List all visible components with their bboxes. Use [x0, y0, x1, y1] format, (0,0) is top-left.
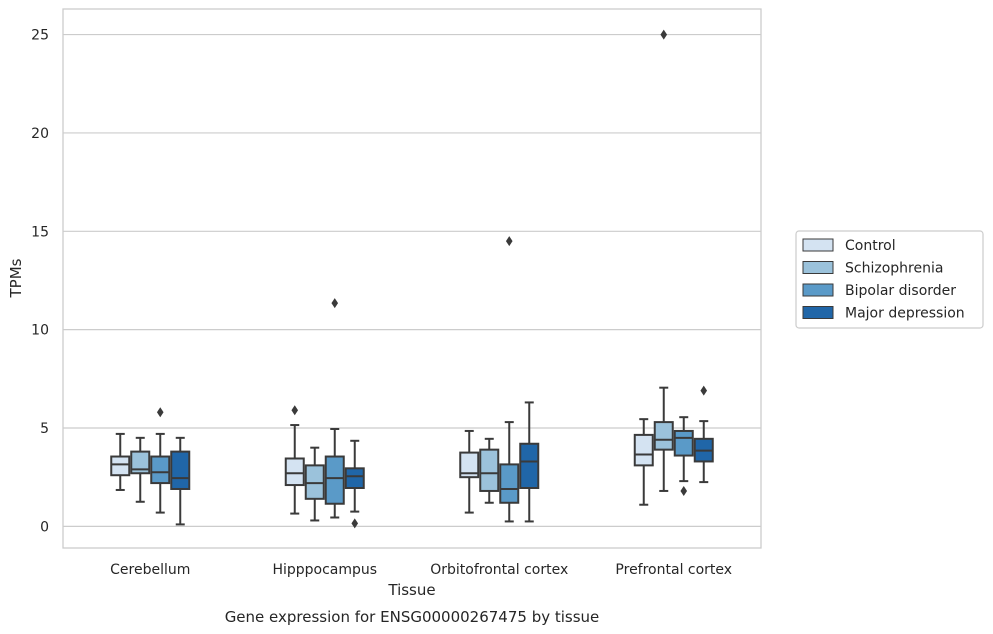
box	[324, 298, 345, 519]
y-tick-label: 5	[40, 421, 49, 437]
box	[130, 436, 151, 503]
box-body	[459, 451, 480, 479]
legend-label: Schizophrenia	[845, 261, 943, 277]
box	[150, 407, 171, 514]
y-tick-labels: 0 5 10 15 20 25	[31, 28, 49, 536]
box	[653, 29, 674, 492]
category-group	[110, 407, 191, 526]
x-tick-labels: Cerebellum Hipppocampus Orbitofrontal cort…	[110, 562, 732, 578]
box	[170, 436, 191, 526]
box-body	[499, 463, 520, 504]
category-group	[633, 29, 714, 506]
box-body	[130, 450, 151, 475]
gridlines	[63, 33, 761, 527]
box-body	[170, 450, 191, 490]
y-tick-label: 25	[31, 28, 49, 44]
legend-item: Schizophrenia	[802, 261, 943, 277]
outlier-point	[680, 485, 688, 496]
y-axis-title: TPMs	[7, 258, 25, 298]
outlier-point	[505, 236, 513, 247]
box	[499, 236, 520, 523]
legend-label: Major depression	[845, 306, 965, 322]
box-body	[479, 448, 500, 492]
box	[344, 439, 365, 529]
x-tick-label: Hipppocampus	[272, 562, 377, 578]
box	[284, 405, 305, 515]
box	[519, 401, 540, 523]
box	[693, 385, 714, 484]
x-axis-title: Tissue	[387, 581, 435, 599]
box	[479, 437, 500, 504]
legend-item: Control	[802, 238, 896, 254]
box	[673, 416, 694, 496]
outlier-point	[291, 405, 299, 416]
y-tick-label: 10	[31, 323, 49, 339]
x-tick-label: Orbitofrontal cortex	[430, 562, 568, 578]
category-group	[284, 298, 365, 529]
box	[459, 429, 480, 514]
outlier-point	[660, 29, 668, 40]
box	[304, 446, 325, 522]
legend: Control Schizophrenia Bipolar disorder Majo…	[795, 230, 984, 329]
chart-caption: Gene expression for ENSG00000267475 by t…	[225, 608, 600, 626]
box-groups	[110, 29, 714, 529]
legend-swatch	[802, 306, 834, 319]
outlier-point	[156, 407, 164, 418]
legend-swatch	[802, 261, 834, 274]
box-body	[324, 455, 345, 505]
legend-frame	[795, 230, 984, 329]
plot-frame	[62, 8, 762, 549]
legend-swatch	[802, 238, 834, 252]
outlier-point	[700, 385, 708, 396]
box	[633, 418, 654, 506]
x-tick-label: Cerebellum	[110, 562, 190, 578]
box-body	[284, 457, 305, 487]
box-body	[110, 455, 131, 477]
box-body	[653, 421, 674, 451]
y-tick-label: 15	[31, 224, 49, 240]
box-body	[519, 442, 540, 490]
y-tick-label: 20	[31, 126, 49, 142]
x-tick-label: Prefrontal cortex	[615, 562, 732, 578]
category-group	[459, 236, 540, 523]
box	[110, 432, 131, 491]
box-body	[633, 433, 654, 467]
legend-swatch	[802, 283, 834, 297]
outlier-point	[351, 518, 359, 529]
y-tick-label: 0	[40, 519, 49, 535]
box-body	[344, 467, 365, 490]
box-body	[150, 455, 171, 485]
legend-item: Major depression	[802, 306, 965, 322]
legend-label: Control	[845, 238, 896, 254]
legend-label: Bipolar disorder	[845, 283, 956, 299]
legend-item: Bipolar disorder	[802, 283, 956, 299]
box-body	[673, 429, 694, 457]
outlier-point	[331, 298, 339, 309]
